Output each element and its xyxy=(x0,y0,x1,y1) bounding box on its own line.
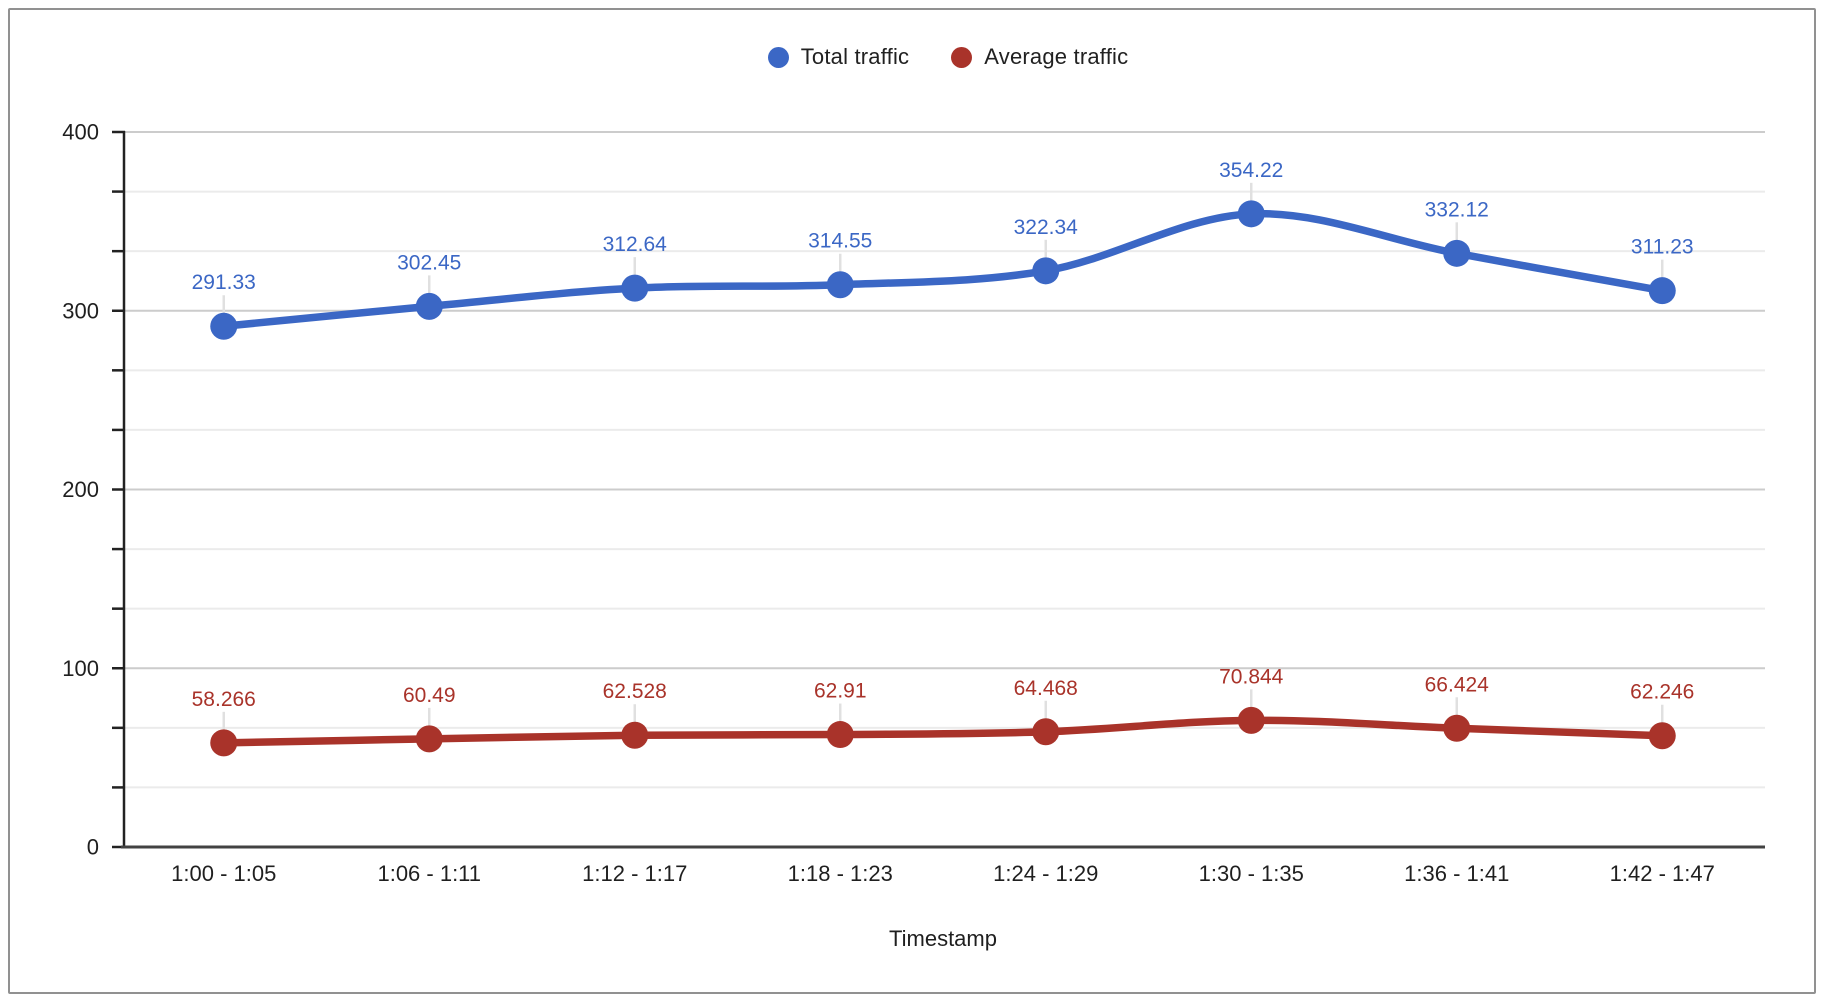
x-tick-label: 1:18 - 1:23 xyxy=(788,861,893,886)
data-point-label-total-traffic: 354.22 xyxy=(1219,159,1283,182)
data-point-label-average-traffic: 62.91 xyxy=(814,680,867,703)
data-point-total-traffic[interactable] xyxy=(1032,257,1060,285)
data-point-label-total-traffic: 314.55 xyxy=(808,230,872,253)
data-point-label-average-traffic: 66.424 xyxy=(1425,673,1490,696)
x-axis-title: Timestamp xyxy=(889,926,997,951)
legend-item-average-traffic[interactable]: Average traffic xyxy=(951,44,1128,70)
data-point-average-traffic[interactable] xyxy=(1032,718,1060,746)
data-point-label-total-traffic: 302.45 xyxy=(397,251,461,274)
data-point-average-traffic[interactable] xyxy=(210,729,238,757)
data-point-label-average-traffic: 64.468 xyxy=(1014,677,1078,700)
data-point-label-total-traffic: 322.34 xyxy=(1014,216,1079,239)
data-point-average-traffic[interactable] xyxy=(1648,722,1676,750)
x-tick-label: 1:30 - 1:35 xyxy=(1199,861,1304,886)
data-point-label-average-traffic: 70.844 xyxy=(1219,665,1284,688)
x-tick-label: 1:00 - 1:05 xyxy=(171,861,276,886)
y-tick-label: 400 xyxy=(62,120,99,145)
data-point-average-traffic[interactable] xyxy=(826,721,854,749)
data-point-average-traffic[interactable] xyxy=(1237,706,1265,734)
data-point-total-traffic[interactable] xyxy=(1648,277,1676,305)
data-point-total-traffic[interactable] xyxy=(1443,239,1471,267)
x-tick-label: 1:36 - 1:41 xyxy=(1404,861,1509,886)
x-tick-label: 1:24 - 1:29 xyxy=(993,861,1098,886)
data-point-total-traffic[interactable] xyxy=(210,312,238,340)
series-line-average-traffic xyxy=(220,716,1666,747)
data-point-total-traffic[interactable] xyxy=(1237,200,1265,228)
y-tick-label: 300 xyxy=(62,298,99,323)
data-point-label-average-traffic: 60.49 xyxy=(403,684,456,707)
data-point-average-traffic[interactable] xyxy=(1443,714,1471,742)
chart-legend: Total traffic Average traffic xyxy=(130,42,1766,72)
data-point-label-average-traffic: 58.266 xyxy=(192,688,256,711)
data-point-label-total-traffic: 311.23 xyxy=(1631,236,1694,259)
legend-dot-average-traffic-icon xyxy=(951,46,973,68)
chart-frame xyxy=(8,8,1816,994)
data-point-average-traffic[interactable] xyxy=(621,721,649,749)
data-point-label-total-traffic: 312.64 xyxy=(603,233,668,256)
y-tick-label: 0 xyxy=(87,835,99,860)
x-tick-label: 1:06 - 1:11 xyxy=(377,861,481,886)
legend-dot-total-traffic-icon xyxy=(767,46,789,68)
data-point-label-average-traffic: 62.528 xyxy=(603,680,667,703)
y-tick-label: 200 xyxy=(62,477,99,502)
series-line-total-traffic xyxy=(220,209,1666,330)
data-point-label-average-traffic: 62.246 xyxy=(1630,681,1694,704)
data-point-total-traffic[interactable] xyxy=(621,274,649,302)
data-point-label-total-traffic: 291.33 xyxy=(192,271,256,294)
x-tick-label: 1:12 - 1:17 xyxy=(582,861,687,886)
legend-item-total-traffic[interactable]: Total traffic xyxy=(767,44,910,70)
legend-label-average-traffic: Average traffic xyxy=(984,44,1129,69)
y-tick-label: 100 xyxy=(62,656,99,681)
data-point-total-traffic[interactable] xyxy=(826,271,854,299)
data-point-average-traffic[interactable] xyxy=(415,725,443,753)
data-point-total-traffic[interactable] xyxy=(415,292,443,320)
x-tick-label: 1:42 - 1:47 xyxy=(1610,861,1715,886)
legend-label-total-traffic: Total traffic xyxy=(800,44,910,69)
data-point-label-total-traffic: 332.12 xyxy=(1425,198,1489,221)
